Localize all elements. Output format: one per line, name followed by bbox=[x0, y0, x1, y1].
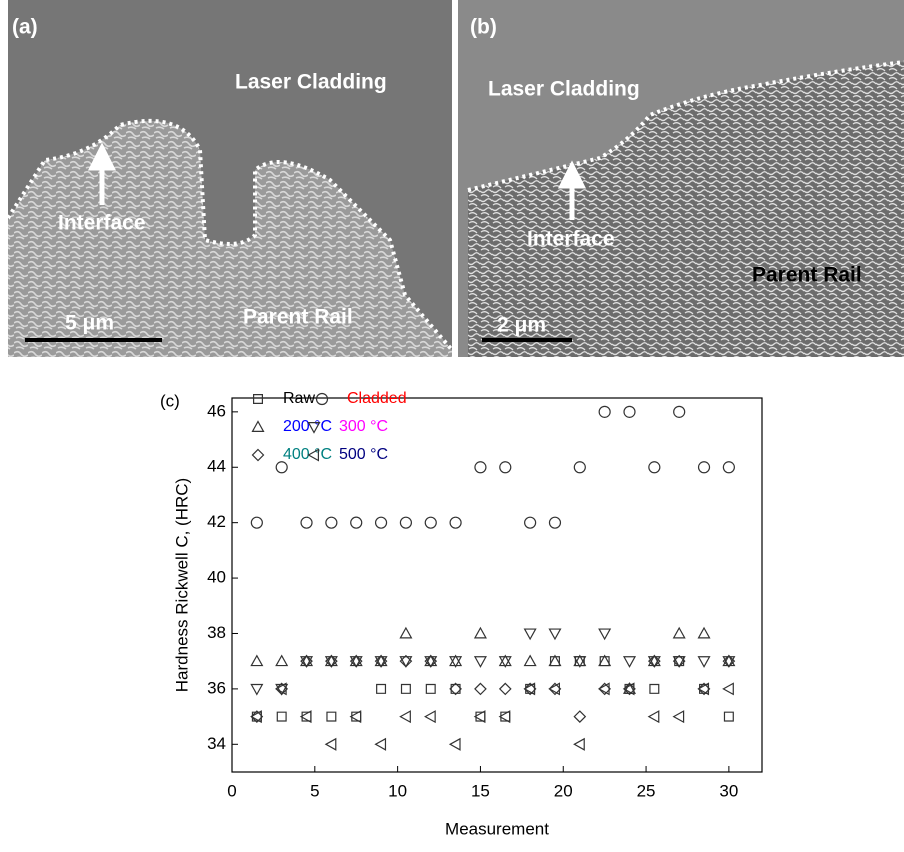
point bbox=[574, 739, 584, 750]
region-label: Parent Rail bbox=[243, 306, 353, 329]
micrograph-b bbox=[458, 0, 904, 357]
point bbox=[500, 683, 511, 694]
x-tick-label: 0 bbox=[227, 781, 236, 800]
point bbox=[276, 656, 287, 666]
point bbox=[674, 711, 684, 722]
point bbox=[400, 657, 411, 667]
x-tick-label: 15 bbox=[471, 781, 490, 800]
scale-label: 5 μm bbox=[65, 312, 114, 335]
x-tick-label: 30 bbox=[719, 781, 738, 800]
y-tick-label: 42 bbox=[207, 512, 226, 531]
interface-label: Interface bbox=[527, 228, 615, 251]
point bbox=[475, 683, 486, 694]
point bbox=[649, 462, 660, 473]
y-axis-title: Hardness Rickwell C, (HRC) bbox=[172, 478, 191, 692]
x-tick-label: 20 bbox=[554, 781, 573, 800]
point bbox=[351, 517, 362, 528]
interface-label: Interface bbox=[58, 212, 146, 235]
panel-label: (b) bbox=[470, 16, 497, 39]
point bbox=[376, 517, 387, 528]
point bbox=[327, 712, 336, 721]
legend-label: 200 °C bbox=[283, 418, 332, 435]
point bbox=[377, 684, 386, 693]
legend-label: 400 °C bbox=[283, 446, 332, 463]
point bbox=[650, 684, 659, 693]
point bbox=[699, 628, 710, 638]
point bbox=[251, 684, 262, 694]
point bbox=[599, 629, 610, 639]
point bbox=[450, 517, 461, 528]
point bbox=[251, 517, 262, 528]
point bbox=[475, 657, 486, 667]
scale-label: 2 μm bbox=[497, 314, 546, 337]
point bbox=[624, 406, 635, 417]
point bbox=[400, 628, 411, 638]
point bbox=[475, 628, 486, 638]
region-label: Laser Cladding bbox=[488, 78, 640, 101]
y-tick-label: 40 bbox=[207, 568, 226, 587]
panel-label: (a) bbox=[12, 16, 38, 39]
y-tick-label: 38 bbox=[207, 623, 226, 642]
x-axis-title: Measurement bbox=[445, 819, 549, 838]
point bbox=[574, 711, 585, 722]
point bbox=[699, 462, 710, 473]
point bbox=[400, 711, 410, 722]
legend-label: 500 °C bbox=[339, 446, 388, 463]
page: (a) Laser Cladding Interface Parent Rail… bbox=[0, 0, 904, 847]
point bbox=[525, 517, 536, 528]
legend-label: Raw bbox=[283, 390, 315, 407]
point bbox=[549, 629, 560, 639]
point bbox=[326, 517, 337, 528]
legend-marker bbox=[253, 422, 264, 432]
point bbox=[723, 462, 734, 473]
point bbox=[450, 739, 460, 750]
legend-label: Cladded bbox=[347, 390, 407, 407]
micrograph-a bbox=[8, 0, 452, 357]
point bbox=[376, 739, 386, 750]
x-tick-label: 5 bbox=[310, 781, 319, 800]
point bbox=[525, 629, 536, 639]
point bbox=[549, 683, 559, 694]
legend-marker bbox=[253, 450, 264, 461]
point bbox=[649, 711, 659, 722]
point bbox=[599, 683, 609, 694]
point bbox=[425, 517, 436, 528]
y-tick-label: 34 bbox=[207, 734, 226, 753]
y-tick-label: 46 bbox=[207, 401, 226, 420]
point bbox=[500, 462, 511, 473]
point bbox=[723, 683, 733, 694]
y-tick-label: 44 bbox=[207, 457, 226, 476]
x-tick-label: 25 bbox=[637, 781, 656, 800]
legend-label: 300 °C bbox=[339, 418, 388, 435]
x-tick-label: 10 bbox=[388, 781, 407, 800]
point bbox=[574, 462, 585, 473]
point bbox=[674, 628, 685, 638]
region-label: Laser Cladding bbox=[235, 71, 387, 94]
point bbox=[525, 656, 536, 666]
point bbox=[549, 517, 560, 528]
panel-label: (c) bbox=[160, 391, 180, 410]
point bbox=[277, 712, 286, 721]
legend-marker bbox=[317, 394, 328, 405]
point bbox=[400, 517, 411, 528]
legend-marker bbox=[254, 395, 263, 404]
y-tick-label: 36 bbox=[207, 678, 226, 697]
point bbox=[599, 406, 610, 417]
point bbox=[251, 656, 262, 666]
point bbox=[301, 517, 312, 528]
figure: (a) Laser Cladding Interface Parent Rail… bbox=[0, 0, 904, 847]
point bbox=[425, 711, 435, 722]
point bbox=[276, 462, 287, 473]
point bbox=[402, 684, 411, 693]
point bbox=[326, 739, 336, 750]
point bbox=[624, 657, 635, 667]
region-label: Parent Rail bbox=[752, 264, 862, 287]
point bbox=[475, 462, 486, 473]
point bbox=[699, 657, 710, 667]
point bbox=[426, 684, 435, 693]
point bbox=[724, 712, 733, 721]
point bbox=[674, 406, 685, 417]
